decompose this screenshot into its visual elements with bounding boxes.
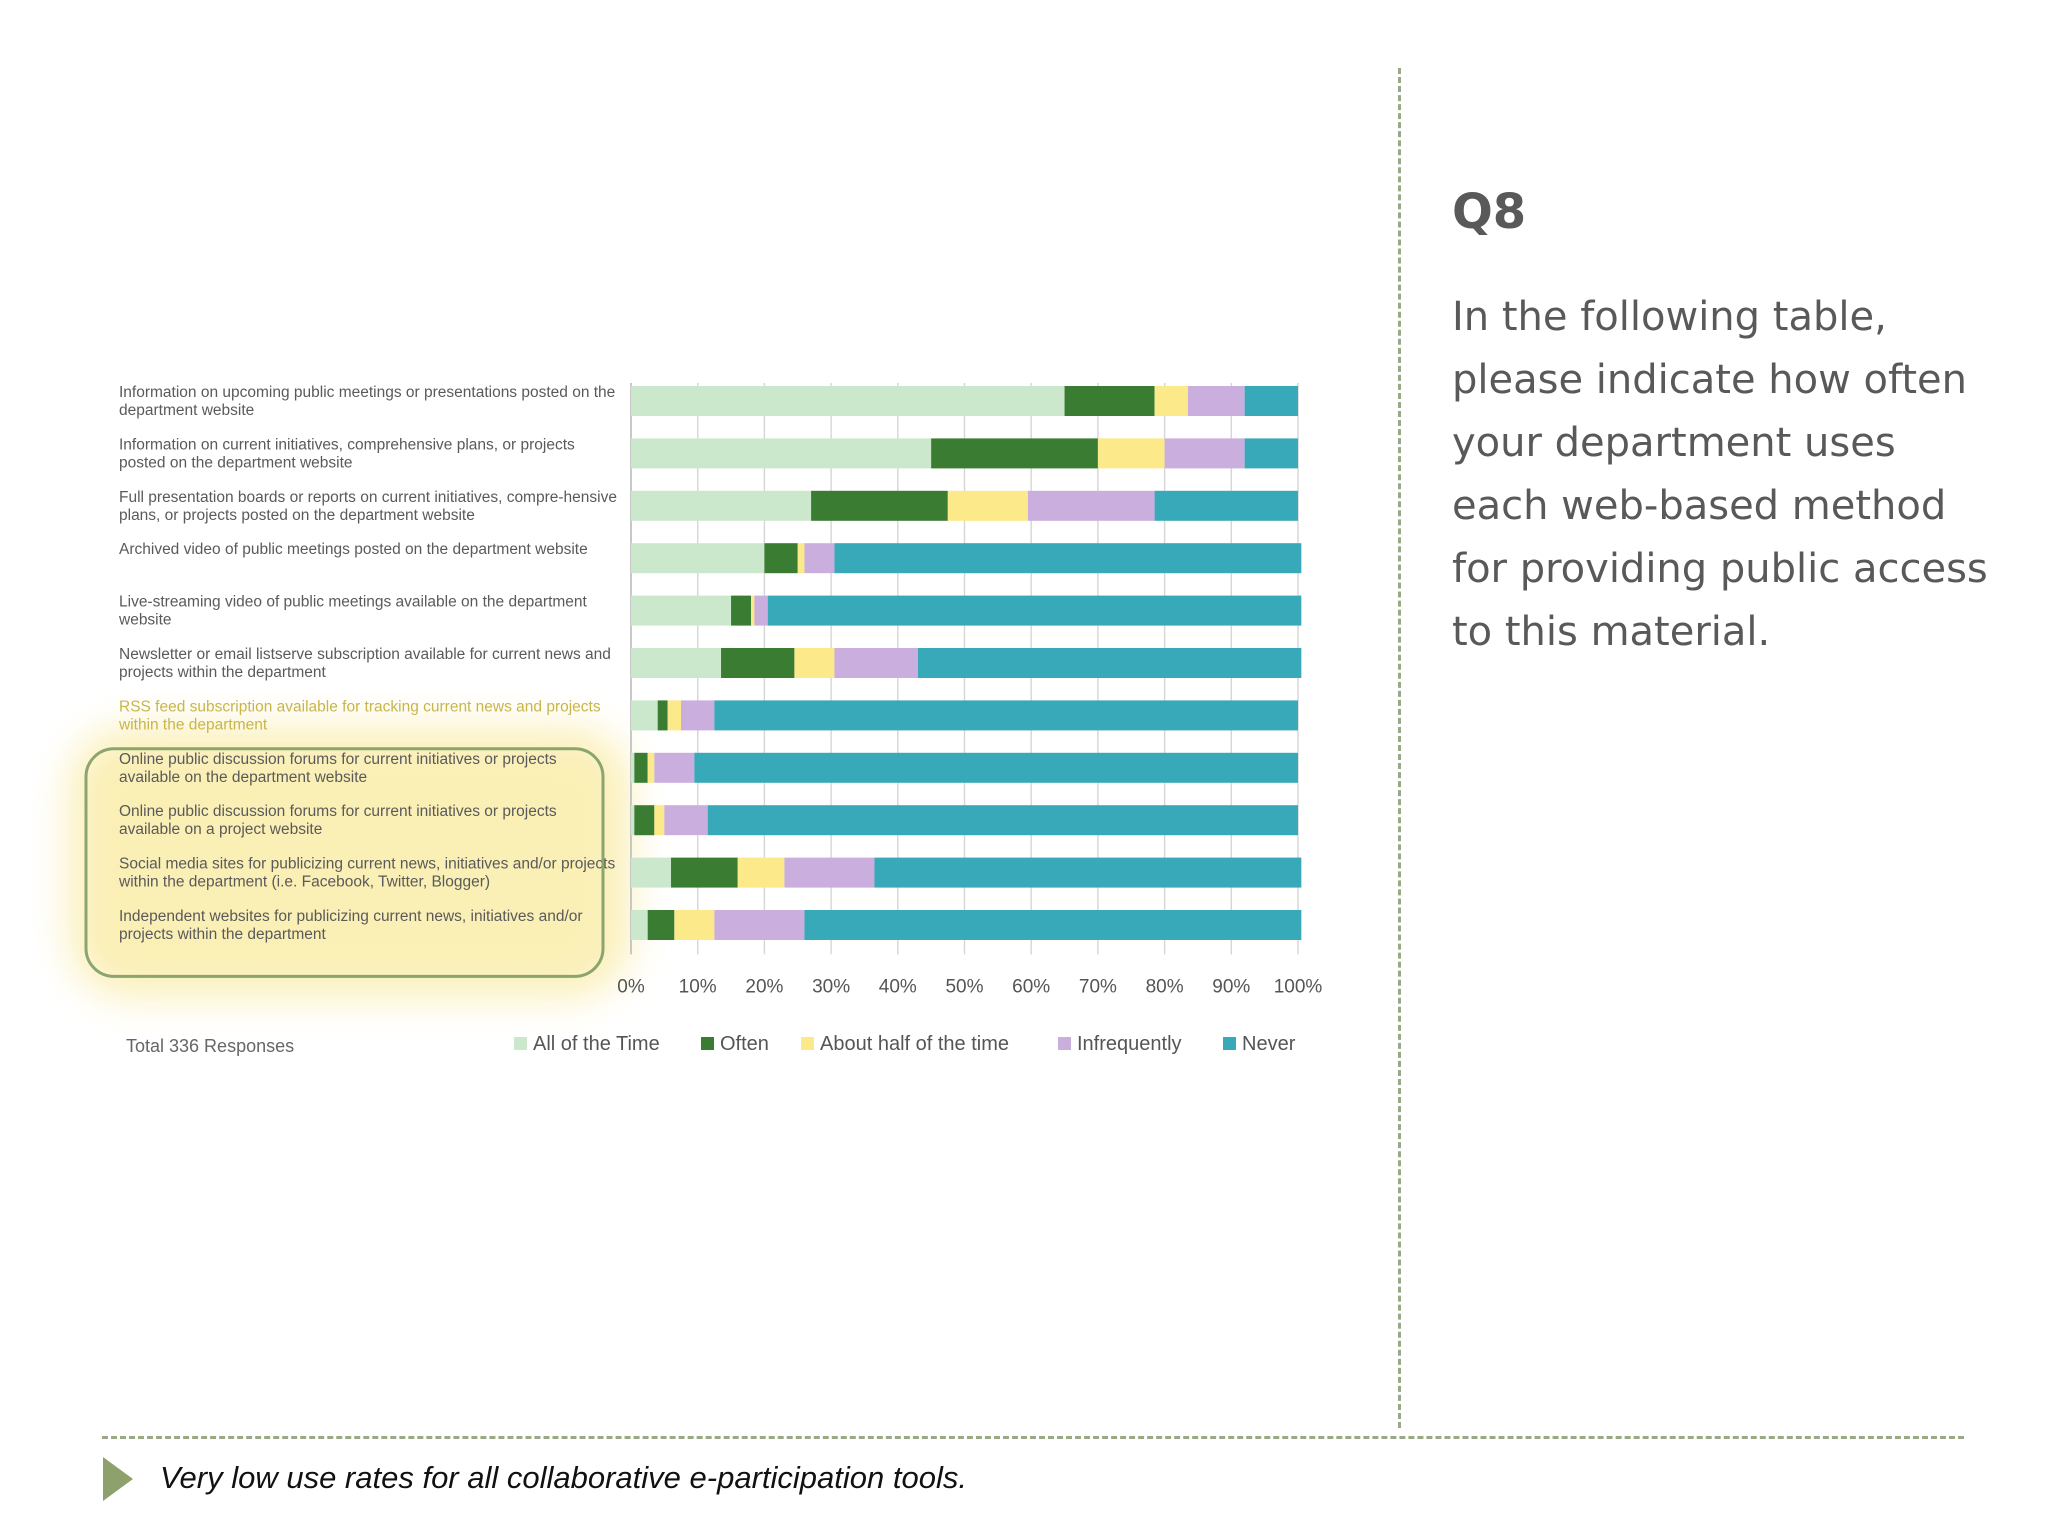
bar-all-of-the-time-row-11	[631, 910, 648, 940]
bullet-arrow-icon	[103, 1457, 133, 1501]
bar-never-row-8	[694, 752, 1298, 783]
x-tick-label-2: 20%	[745, 976, 783, 997]
category-label-5: Live-streaming video of public meetings …	[118, 594, 588, 629]
legend-label-about-half-of-the-time: About half of the time	[820, 1033, 1009, 1055]
question-title: Q8	[1452, 184, 1527, 240]
chart-area: Information on upcoming public meetings …	[70, 383, 1323, 1056]
bar-never-row-5	[767, 595, 1302, 626]
bar-about-half-of-the-time-row-9	[654, 805, 665, 836]
bar-all-of-the-time-row-3	[631, 490, 812, 521]
bar-never-row-4	[834, 543, 1302, 574]
bar-about-half-of-the-time-row-11	[674, 910, 715, 940]
bar-about-half-of-the-time-row-2	[1097, 438, 1165, 469]
bar-infrequently-row-11	[714, 910, 805, 940]
bar-never-row-2	[1244, 438, 1298, 469]
category-label-10: Social media sites for publicizing curre…	[118, 856, 615, 891]
legend-swatch-about-half-of-the-time	[801, 1037, 814, 1050]
bar-all-of-the-time-row-1	[631, 386, 1065, 416]
horizontal-divider	[102, 1436, 1964, 1439]
x-tick-label-5: 50%	[945, 976, 983, 997]
bar-often-row-3	[811, 490, 948, 521]
bar-often-row-7	[657, 700, 668, 731]
bar-often-row-1	[1064, 386, 1155, 416]
bar-never-row-1	[1244, 386, 1298, 416]
x-tick-label-7: 70%	[1079, 976, 1117, 997]
bar-infrequently-row-4	[804, 543, 835, 574]
bar-all-of-the-time-row-6	[631, 648, 722, 678]
bar-about-half-of-the-time-row-1	[1154, 386, 1188, 416]
x-tick-label-1: 10%	[679, 976, 717, 997]
bar-never-row-3	[1154, 490, 1298, 521]
bar-never-row-9	[707, 805, 1298, 836]
bar-infrequently-row-3	[1027, 490, 1155, 521]
vertical-divider	[1398, 68, 1401, 1428]
legend-swatch-all-of-the-time	[514, 1037, 527, 1050]
bar-often-row-9	[634, 805, 655, 836]
highlight-glow	[70, 728, 630, 997]
bar-often-row-10	[671, 857, 738, 888]
stacked-bar-chart: Information on upcoming public meetings …	[70, 383, 1323, 1056]
category-label-8: Online public discussion forums for curr…	[119, 751, 557, 786]
bar-infrequently-row-7	[681, 700, 715, 731]
bar-often-row-6	[721, 648, 795, 678]
bar-infrequently-row-9	[664, 805, 708, 836]
bar-never-row-10	[874, 857, 1302, 888]
bar-often-row-4	[764, 543, 798, 574]
bar-often-row-5	[731, 595, 752, 626]
legend-swatch-never	[1223, 1037, 1236, 1050]
bar-infrequently-row-2	[1164, 438, 1245, 469]
x-tick-label-8: 80%	[1146, 976, 1184, 997]
highlight-box	[84, 747, 605, 978]
category-label-4: Archived video of public meetings posted…	[119, 541, 588, 558]
bar-all-of-the-time-row-5	[631, 595, 732, 626]
bar-infrequently-row-8	[654, 752, 695, 783]
bar-never-row-6	[917, 648, 1302, 678]
bar-about-half-of-the-time-row-4	[797, 543, 805, 574]
bar-often-row-8	[634, 752, 648, 783]
legend-label-all-of-the-time: All of the Time	[533, 1033, 660, 1055]
bar-about-half-of-the-time-row-7	[667, 700, 682, 731]
bar-all-of-the-time-row-2	[631, 438, 932, 469]
bar-all-of-the-time-row-10	[631, 857, 672, 888]
category-label-7: RSS feed subscription available for trac…	[118, 698, 601, 733]
legend-label-often: Often	[720, 1033, 769, 1055]
category-label-3: Full presentation boards or reports on c…	[119, 489, 617, 524]
x-tick-label-10: 100%	[1274, 976, 1323, 997]
bar-infrequently-row-5	[754, 595, 768, 626]
bar-infrequently-row-1	[1187, 386, 1245, 416]
bar-often-row-11	[647, 910, 675, 940]
category-label-2: Information on current initiatives, comp…	[119, 436, 575, 471]
category-label-11: Independent websites for publicizing cur…	[119, 908, 583, 943]
legend-label-infrequently: Infrequently	[1077, 1033, 1182, 1055]
bar-infrequently-row-10	[784, 857, 875, 888]
question-text: In the following table, please indicate …	[1452, 294, 1988, 655]
x-tick-label-9: 90%	[1212, 976, 1250, 997]
x-tick-label-4: 40%	[879, 976, 917, 997]
bar-about-half-of-the-time-row-10	[737, 857, 785, 888]
category-label-9: Online public discussion forums for curr…	[119, 803, 557, 838]
bar-all-of-the-time-row-4	[631, 543, 765, 574]
bar-never-row-7	[714, 700, 1298, 731]
bar-about-half-of-the-time-row-3	[947, 490, 1028, 521]
x-tick-label-6: 60%	[1012, 976, 1050, 997]
x-tick-label-3: 30%	[812, 976, 850, 997]
bar-all-of-the-time-row-7	[631, 700, 658, 731]
x-tick-label-0: 0%	[617, 976, 645, 997]
bar-often-row-2	[931, 438, 1098, 469]
legend-swatch-often	[701, 1037, 714, 1050]
bar-about-half-of-the-time-row-6	[794, 648, 835, 678]
bar-all-of-the-time-row-8	[631, 752, 635, 783]
category-label-6: Newsletter or email listserve subscripti…	[119, 646, 611, 681]
bar-all-of-the-time-row-9	[631, 805, 635, 836]
category-label-1: Information on upcoming public meetings …	[119, 384, 615, 419]
footer-note: Very low use rates for all collaborative…	[160, 1460, 967, 1495]
legend-swatch-infrequently	[1058, 1037, 1071, 1050]
legend-label-never: Never	[1242, 1033, 1296, 1055]
bar-infrequently-row-6	[834, 648, 918, 678]
bar-about-half-of-the-time-row-5	[751, 595, 755, 626]
total-responses-note: Total 336 Responses	[126, 1036, 294, 1056]
bar-about-half-of-the-time-row-8	[647, 752, 655, 783]
bar-never-row-11	[804, 910, 1302, 940]
